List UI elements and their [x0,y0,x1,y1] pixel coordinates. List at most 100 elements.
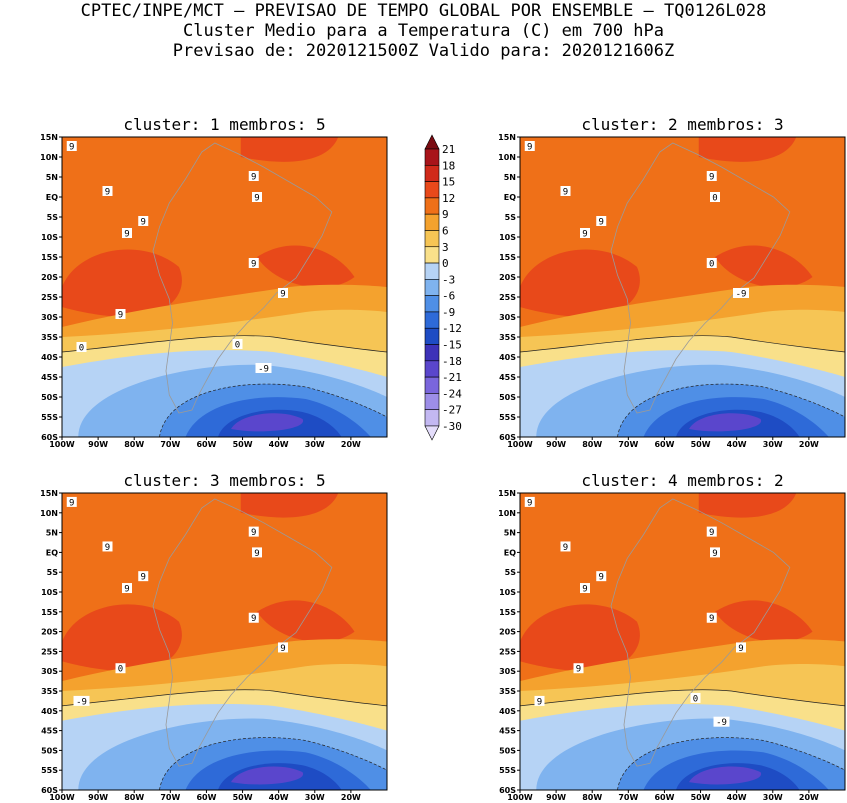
continent-outline [610,498,791,767]
contour-zero [62,335,387,353]
map-field: 9 9 9 9 9 9 9 9 9 9 0 -9 [520,493,845,790]
y-tick-label: 5S [47,213,59,222]
y-tick-label: 60S [41,433,58,442]
figure-title-line1: CPTEC/INPE/MCT – PREVISAO DE TEMPO GLOBA… [80,1,767,21]
colorbar-label: -12 [442,322,462,335]
y-tick-label: 35S [499,333,516,342]
y-tick-label: 20S [499,628,516,637]
colorbar-label: 0 [442,257,449,270]
contour-label: 9 [527,498,532,508]
y-tick-label: 5S [505,568,517,577]
contour-label: 9 [738,644,743,654]
y-tick-label: 15N [40,133,58,142]
x-tick-label: 100W [507,440,533,449]
colorbar-box [424,327,440,345]
contour-label-box [115,663,126,674]
y-tick-label: 40S [499,353,516,362]
y-tick-label: 5N [504,173,516,182]
contour-label-box [76,342,87,352]
field-9-12-west [62,604,182,672]
contour-label: 9 [254,194,259,204]
y-tick-label: 45S [499,727,516,736]
contour-neg9 [617,737,845,790]
contour-label-box [248,171,259,181]
y-tick-label: 60S [41,786,58,795]
colorbar-label: -15 [442,339,462,352]
contour-label: 9 [105,543,110,553]
contour-label: 0 [712,194,717,204]
y-tick-label: EQ [46,548,58,557]
colorbar-box [424,393,440,411]
colorbar-box [424,344,440,362]
contour-label-box [122,228,132,238]
x-tick-label: 20W [799,793,819,802]
colorbar-top-arrow [424,134,440,150]
y-tick-label: 50S [499,393,516,402]
y-tick-label: EQ [46,193,58,202]
x-tick-label: 60W [196,793,216,802]
contour-label: -9 [258,365,269,375]
colorbar-label: -3 [442,273,455,286]
field-9-12-west [62,249,182,318]
x-tick-label: 30W [763,793,783,802]
contour-label-box [138,216,149,226]
contour-label: 9 [251,260,256,270]
map-field: 9 9 9 9 9 0 0 -9 [520,137,845,437]
contour-label-box [122,583,132,594]
map-frame [61,136,388,438]
y-tick-label: 30S [499,667,516,676]
contour-label-box [66,496,77,507]
contour-label-box [524,496,535,507]
colorbar-label: -21 [442,371,462,384]
contour-label: 9 [251,173,256,183]
contour-label: 9 [124,230,129,240]
contour-label: 9 [280,290,285,300]
contour-label-box [252,192,262,202]
y-tick-label: 15N [498,133,516,142]
x-tick-label: 70W [618,793,638,802]
colorbar-box [424,279,440,296]
y-tick-label: 5S [47,568,59,577]
panel-title: cluster: 1 membros: 5 [123,115,325,134]
y-tick-label: 15S [41,253,58,262]
x-tick-label: 100W [507,793,533,802]
contour-label-box [560,541,571,552]
y-tick-label: 35S [499,687,516,696]
contour-label: 9 [280,644,285,654]
contour-label: 9 [69,143,74,153]
contour-label: 9 [105,188,110,198]
y-tick-label: 15N [40,489,58,498]
contour-label-box [278,288,288,298]
x-tick-label: 40W [727,440,747,449]
field-9-12-north [698,137,797,162]
contour-label-box [736,642,746,653]
colorbar-label: -18 [442,355,462,368]
y-tick-label: 10S [499,233,516,242]
y-tick-label: 15N [498,489,516,498]
y-tick-label: 45S [499,373,516,382]
x-tick-label: 30W [305,793,325,802]
y-tick-label: 35S [41,333,58,342]
colorbar-box [424,409,440,427]
contour-label-box [115,309,126,319]
y-tick-label: 45S [41,373,58,382]
contour-label-box [102,186,113,196]
x-tick-label: 70W [160,793,180,802]
contour-label-box [573,663,584,674]
y-tick-label: 20S [41,628,58,637]
map-field: 9 9 9 9 9 9 9 9 0 -9 [62,493,387,790]
map-panel-1: 9 9 9 9 9 9 9 9 9 0 0 -9 cluster: 1 membros: 5 15N 10N… [40,115,388,449]
contour-label: 9 [251,614,256,624]
y-tick-label: 15S [499,253,516,262]
contour-label: -9 [736,290,747,300]
continent-outline [610,142,791,414]
map-panel-2: 9 9 9 9 9 0 0 -9 cluster: 2 membros: 3 15N 10N 5N EQ… [498,115,846,449]
y-tick-label: EQ [504,548,516,557]
y-tick-label: 55S [499,413,516,422]
contour-label-box [248,526,259,537]
map-frame [519,492,846,791]
colorbar-label: 3 [442,241,449,254]
field-9-12-north [240,137,339,162]
colorbar-label: 15 [442,176,455,189]
